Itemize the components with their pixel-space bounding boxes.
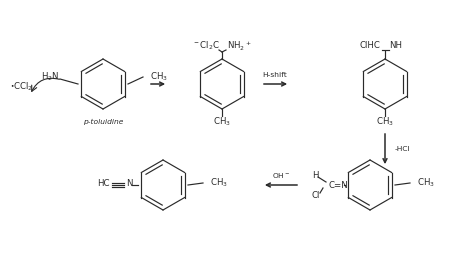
Text: CH$_3$: CH$_3$ bbox=[376, 116, 394, 128]
Text: p-toluidine: p-toluidine bbox=[83, 119, 123, 125]
Text: HC: HC bbox=[98, 179, 110, 187]
Text: $\mathbf{\cdot}$CCl$_2$: $\mathbf{\cdot}$CCl$_2$ bbox=[10, 81, 34, 93]
Text: ClHC: ClHC bbox=[359, 41, 380, 50]
Text: NH: NH bbox=[389, 41, 402, 50]
Text: CH$_3$: CH$_3$ bbox=[210, 177, 228, 189]
Text: C=N: C=N bbox=[329, 180, 349, 190]
Text: N: N bbox=[126, 179, 133, 189]
Text: OH$^-$: OH$^-$ bbox=[272, 171, 290, 179]
Text: CH$_3$: CH$_3$ bbox=[417, 177, 435, 189]
Text: $^-$Cl$_2$C: $^-$Cl$_2$C bbox=[192, 40, 220, 52]
Text: H-shift: H-shift bbox=[263, 72, 287, 78]
Text: -HCl: -HCl bbox=[395, 146, 410, 152]
Text: CH$_3$: CH$_3$ bbox=[213, 116, 231, 128]
Text: H: H bbox=[312, 171, 318, 179]
Text: CH$_3$: CH$_3$ bbox=[150, 71, 168, 83]
Text: H$_2$N: H$_2$N bbox=[41, 71, 59, 83]
Text: NH$_2$$^+$: NH$_2$$^+$ bbox=[227, 40, 252, 53]
Text: Cl: Cl bbox=[312, 190, 320, 199]
